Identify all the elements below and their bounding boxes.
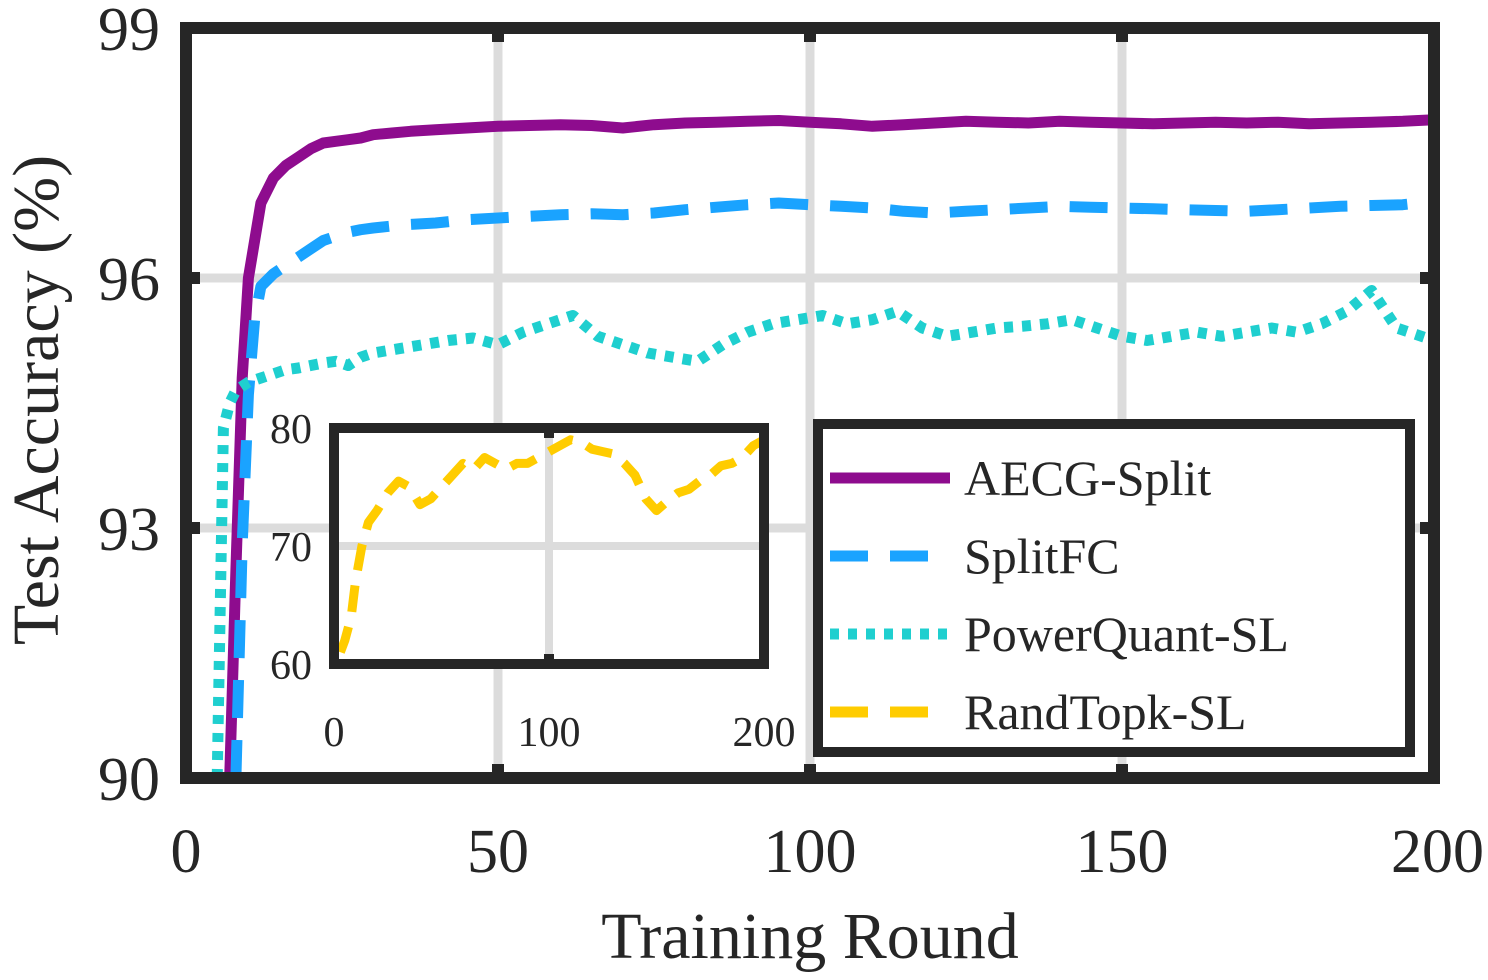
inset-y-tick-label: 80: [270, 407, 312, 453]
inset-grid: [334, 428, 764, 664]
inset-x-tick-label: 200: [733, 710, 796, 756]
series-line-powerquant-sl: [211, 285, 1434, 778]
inset-tick-marks: [329, 428, 769, 664]
y-tick-label: 90: [98, 746, 160, 814]
main-tick-marks: [180, 22, 1440, 784]
x-tick-label: 150: [1076, 818, 1169, 886]
y-tick-label: 93: [98, 496, 160, 564]
x-tick-label: 50: [467, 818, 529, 886]
inset-chart: 0 100 200 60 70 80: [270, 407, 796, 756]
inset-y-tick-label: 60: [270, 643, 312, 689]
legend-label: SplitFC: [964, 528, 1120, 584]
x-tick-label: 0: [171, 818, 202, 886]
inset-y-tick-label: 70: [270, 525, 312, 571]
inset-tick-labels: 0 100 200 60 70 80: [270, 407, 796, 756]
legend-label: PowerQuant-SL: [964, 606, 1289, 662]
main-series-lines: [211, 114, 1434, 778]
legend-label: RandTopk-SL: [964, 684, 1247, 740]
x-tick-label: 200: [1391, 818, 1484, 886]
inset-x-tick-label: 100: [518, 710, 581, 756]
x-tick-label: 100: [764, 818, 857, 886]
inset-x-tick-label: 0: [324, 710, 345, 756]
series-line-aecg-split: [224, 114, 1434, 778]
inset-series-lines: [336, 435, 764, 654]
legend: AECG-Split SplitFC PowerQuant-SL RandTopk-S…: [813, 419, 1415, 757]
y-axis-label: Test Accuracy (%): [0, 155, 73, 645]
x-axis-label: Training Round: [601, 900, 1018, 973]
y-tick-label: 99: [98, 0, 160, 64]
y-tick-label: 96: [98, 246, 160, 314]
series-line-randtopk-sl: [336, 435, 764, 654]
main-tick-labels: 0 50 100 150 200 90 93 96 99: [98, 0, 1484, 886]
series-line-splitfc: [230, 195, 1434, 778]
legend-label: AECG-Split: [964, 450, 1211, 506]
legend-entries: AECG-Split SplitFC PowerQuant-SL RandTopk-S…: [830, 450, 1289, 740]
